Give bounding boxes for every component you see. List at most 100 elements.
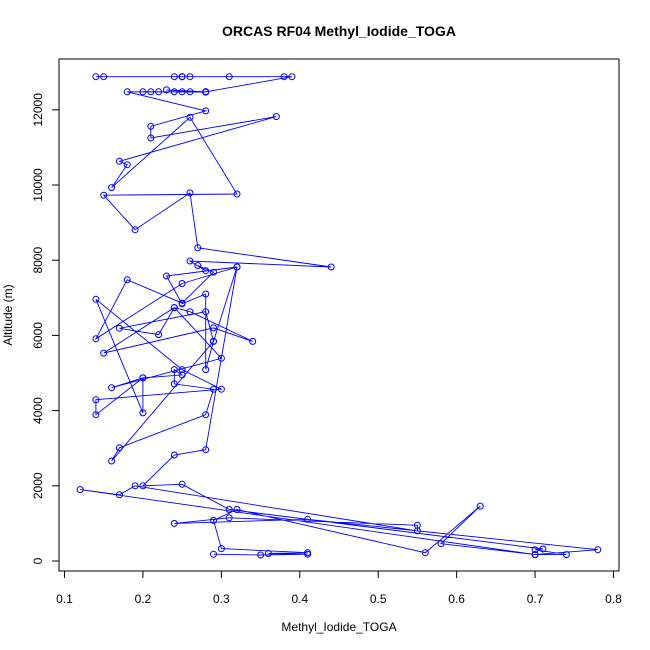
y-tick-label: 10000 — [31, 168, 45, 202]
data-point — [264, 550, 272, 557]
data-point — [115, 157, 123, 165]
data-point — [178, 371, 186, 379]
data-point — [92, 396, 100, 404]
data-point — [92, 73, 100, 81]
data-point — [170, 88, 178, 96]
data-point — [327, 263, 335, 271]
series-line — [80, 76, 598, 556]
data-point — [139, 374, 147, 382]
data-point — [170, 380, 178, 388]
data-point — [210, 337, 217, 345]
data-point — [155, 88, 163, 96]
data-series — [76, 73, 602, 559]
data-point — [421, 549, 429, 557]
data-point — [92, 335, 100, 343]
data-point — [178, 280, 186, 287]
data-point — [194, 262, 202, 269]
y-tick-label: 2000 — [31, 472, 45, 499]
data-point — [304, 549, 312, 557]
data-point — [100, 73, 108, 81]
x-tick-label: 0.4 — [291, 592, 308, 606]
data-point — [249, 337, 257, 345]
data-point — [217, 385, 225, 393]
data-point — [217, 545, 225, 553]
data-point — [225, 514, 233, 522]
data-point — [139, 482, 147, 490]
y-axis: 0 2000 4000 6000 8000 10000 12000 — [31, 93, 60, 564]
data-point — [202, 267, 210, 275]
data-point — [437, 540, 445, 548]
y-axis-label: Altitude (m) — [1, 284, 15, 345]
data-point — [202, 308, 210, 316]
data-point — [108, 184, 116, 192]
data-point — [202, 446, 210, 454]
data-point — [186, 308, 194, 316]
data-point — [186, 257, 194, 265]
data-point — [115, 491, 123, 499]
data-point — [257, 551, 265, 559]
data-point — [178, 88, 186, 96]
data-point — [202, 366, 210, 374]
data-point — [178, 480, 186, 488]
data-point — [202, 411, 210, 419]
data-point — [147, 88, 155, 96]
data-point — [100, 349, 108, 357]
data-point — [562, 551, 570, 559]
data-point — [155, 331, 163, 339]
data-point — [194, 244, 202, 252]
data-point — [217, 354, 225, 362]
data-point — [115, 444, 123, 452]
data-point — [531, 546, 539, 554]
data-point — [531, 551, 539, 559]
data-point — [178, 366, 186, 374]
x-tick-label: 0.3 — [213, 592, 230, 606]
data-point — [131, 482, 139, 490]
data-point — [225, 506, 233, 513]
data-point — [186, 73, 194, 81]
data-point — [186, 113, 194, 121]
data-point — [210, 324, 217, 332]
x-tick-label: 0.1 — [56, 592, 73, 606]
data-point — [272, 113, 280, 121]
data-point — [92, 411, 100, 419]
data-point — [202, 88, 210, 96]
data-point — [413, 527, 421, 535]
data-point — [76, 486, 84, 494]
data-point — [288, 73, 296, 81]
data-point — [233, 190, 241, 198]
data-point — [186, 88, 194, 96]
chart-title: ORCAS RF04 Methyl_Iodide_TOGA — [222, 23, 456, 39]
x-tick-label: 0.6 — [448, 592, 465, 606]
data-point — [178, 299, 186, 307]
data-point — [163, 86, 170, 94]
data-point — [186, 189, 194, 197]
data-point — [210, 268, 217, 276]
data-point — [178, 73, 186, 81]
data-point — [280, 73, 288, 81]
x-axis: 0.1 0.2 0.3 0.4 0.5 0.6 0.7 0.8 — [56, 570, 622, 606]
data-point — [170, 366, 178, 374]
data-point — [147, 134, 155, 142]
data-point — [476, 502, 484, 510]
data-point — [100, 191, 108, 199]
y-tick-label: 12000 — [31, 93, 45, 127]
data-point — [233, 506, 241, 513]
data-point — [210, 550, 217, 558]
x-tick-label: 0.5 — [370, 592, 387, 606]
data-point — [594, 546, 602, 554]
y-tick-label: 0 — [31, 557, 45, 564]
data-point — [304, 515, 312, 523]
y-tick-label: 8000 — [31, 247, 45, 274]
data-point — [123, 88, 131, 96]
data-point — [92, 295, 100, 303]
y-tick-label: 6000 — [31, 322, 45, 349]
data-point — [170, 451, 178, 459]
x-tick-label: 0.7 — [527, 592, 544, 606]
data-point — [139, 88, 147, 96]
y-tick-label: 4000 — [31, 397, 45, 424]
data-point — [225, 73, 233, 81]
data-point — [210, 516, 217, 524]
x-tick-label: 0.8 — [605, 592, 622, 606]
data-point — [108, 384, 116, 392]
